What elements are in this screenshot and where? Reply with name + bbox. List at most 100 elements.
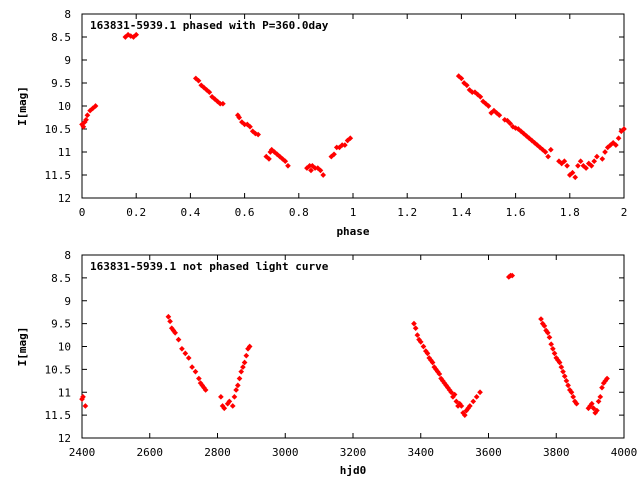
- data-point: [451, 391, 458, 398]
- data-point: [229, 403, 236, 409]
- data-point: [453, 398, 460, 405]
- data-point: [255, 131, 261, 138]
- data-point: [588, 162, 595, 169]
- data-point: [202, 387, 209, 393]
- data-point: [206, 89, 213, 96]
- data-point: [591, 158, 598, 165]
- data-point: [467, 403, 473, 409]
- y-tick-label: 10.5: [45, 123, 72, 136]
- y-tick-label: 12: [58, 192, 71, 205]
- plot-frame: [81, 254, 625, 439]
- data-point: [414, 332, 421, 338]
- data-point: [470, 398, 477, 405]
- data-point: [226, 398, 233, 405]
- data-point: [599, 384, 605, 391]
- data-point: [417, 339, 424, 345]
- data-point: [477, 389, 483, 396]
- x-tick-label: 3600: [475, 446, 502, 459]
- data-point: [411, 320, 417, 327]
- y-tick-label: 9: [64, 295, 71, 308]
- chart-title: 163831-5939.1 not phased light curve: [90, 260, 329, 273]
- x-tick-label: 1.2: [397, 206, 417, 219]
- data-point: [572, 174, 579, 181]
- data-point: [561, 158, 568, 165]
- x-tick-label: 1: [350, 206, 357, 219]
- x-tick-label: 3000: [272, 446, 299, 459]
- data-point: [241, 359, 248, 366]
- data-point: [266, 156, 272, 162]
- y-tick-label: 9.5: [51, 318, 71, 331]
- data-point: [331, 151, 337, 158]
- data-point: [175, 336, 182, 343]
- data-point: [473, 393, 480, 400]
- data-point: [594, 153, 600, 160]
- data-point: [320, 172, 327, 178]
- data-point: [236, 114, 243, 121]
- data-point: [568, 389, 575, 396]
- data-point: [548, 146, 554, 153]
- data-point: [590, 405, 597, 412]
- data-point: [231, 393, 238, 400]
- data-point: [238, 368, 245, 375]
- x-tick-label: 3800: [543, 446, 570, 459]
- data-point: [551, 350, 558, 357]
- data-point: [546, 334, 553, 341]
- data-point: [234, 382, 241, 389]
- data-point: [599, 156, 606, 162]
- chart-title: 163831-5939.1 phased with P=360.0day: [90, 19, 329, 32]
- data-point: [243, 352, 250, 359]
- data-point: [317, 167, 324, 174]
- y-axis-label: I[mag]: [16, 327, 29, 367]
- data-point: [613, 142, 619, 148]
- data-point: [538, 316, 544, 322]
- data-point: [182, 350, 189, 357]
- data-point: [80, 123, 87, 130]
- data-point: [412, 325, 419, 332]
- data-point: [545, 153, 551, 160]
- chart-panel-2: 2400 2600 2800 3000 3200 3400 3600 3800 4000 8 8.5…: [16, 249, 637, 477]
- data-point: [570, 393, 577, 400]
- data-point: [83, 116, 89, 123]
- data-point: [583, 165, 589, 171]
- data-point: [544, 329, 551, 336]
- data-point: [604, 375, 610, 382]
- y-tick-label: 9: [64, 54, 71, 67]
- data-point: [220, 100, 226, 107]
- data-point: [429, 359, 436, 366]
- y-tick-label: 11.5: [45, 409, 72, 422]
- data-point: [558, 364, 565, 370]
- y-tick-label: 12: [58, 432, 71, 445]
- x-tick-label: 2: [621, 206, 628, 219]
- data-point: [247, 123, 253, 130]
- data-point: [165, 313, 172, 320]
- y-tick-label: 11: [58, 146, 71, 159]
- data-point: [560, 368, 566, 375]
- data-point: [179, 345, 185, 352]
- data-point: [218, 393, 224, 400]
- data-point: [615, 135, 622, 142]
- data-point: [594, 407, 600, 414]
- data-point: [588, 400, 595, 407]
- data-point: [172, 329, 178, 336]
- data-point: [541, 323, 548, 329]
- data-point: [185, 355, 192, 361]
- x-tick-label: 3400: [408, 446, 435, 459]
- x-tick-label: 3200: [340, 446, 367, 459]
- plot-frame: [81, 13, 625, 199]
- data-point: [285, 162, 291, 169]
- y-tick-label: 8.5: [51, 31, 71, 44]
- x-tick-label: 0.4: [180, 206, 200, 219]
- data-point: [556, 359, 563, 366]
- data-point: [192, 368, 199, 375]
- x-tick-label: 2400: [69, 446, 96, 459]
- x-tick-label: 0.8: [289, 206, 309, 219]
- data-point: [189, 364, 195, 370]
- data-point: [561, 373, 568, 380]
- data-point: [420, 343, 427, 350]
- data-point: [485, 103, 492, 109]
- data-point: [565, 382, 571, 389]
- data-point: [458, 403, 465, 409]
- data-point: [564, 162, 570, 169]
